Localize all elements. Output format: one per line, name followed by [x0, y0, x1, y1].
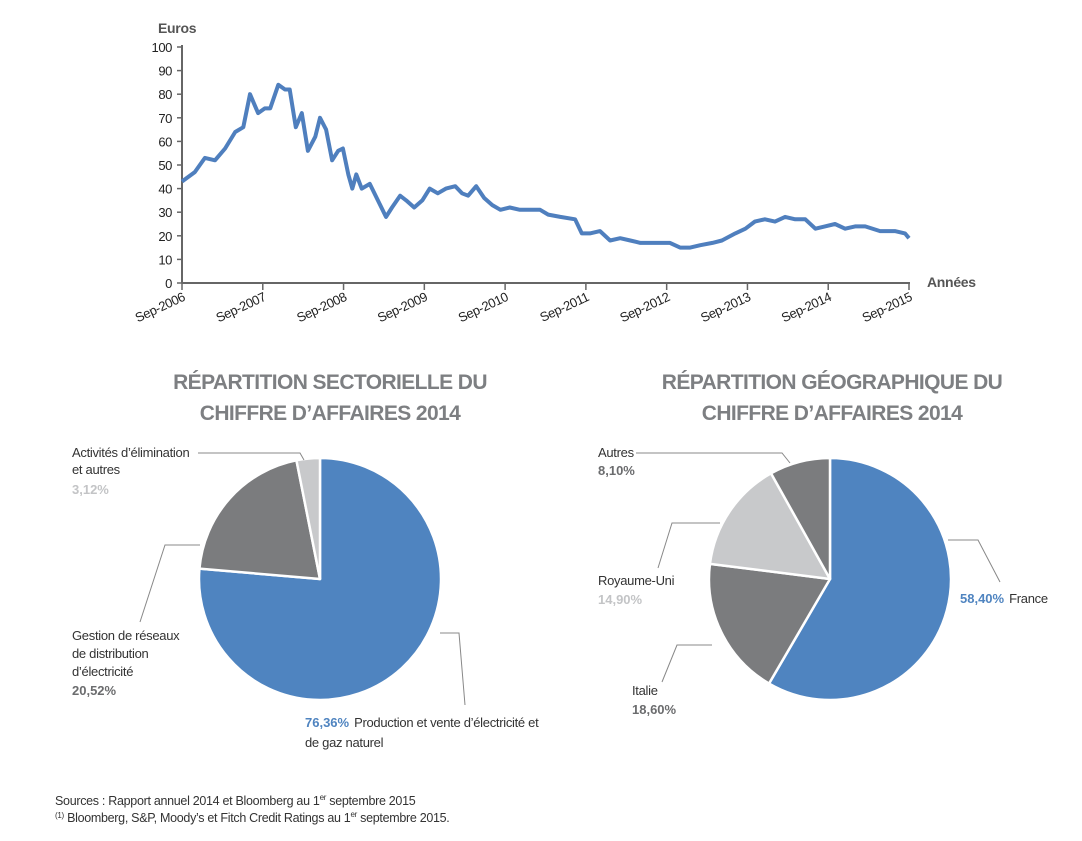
x-tick-label: Sep-2008 — [294, 289, 349, 325]
slice-label: de distribution — [72, 646, 149, 661]
x-tick-label: Sep-2013 — [698, 289, 753, 325]
pie-slice-1 — [707, 562, 832, 685]
x-tick-label: Sep-2012 — [617, 289, 672, 325]
leader-line — [661, 644, 712, 683]
x-tick-label: Sep-2015 — [860, 289, 915, 325]
x-tick-label: Sep-2007 — [214, 289, 269, 325]
y-tick-label: 100 — [152, 40, 173, 55]
y-axis-label: Euros — [158, 20, 197, 36]
sector-pie-title-line2: CHIFFRE D’AFFAIRES 2014 — [200, 402, 461, 425]
leader-line — [139, 544, 200, 623]
share-price-line-chart: Euros Années 0 10 20 30 40 50 60 70 80 90 100 Sep-… — [133, 20, 977, 325]
y-tick-label: 30 — [158, 205, 172, 220]
slice-label: Royaume-Uni — [598, 573, 675, 588]
pie-slice-3 — [769, 456, 832, 581]
y-tick-label: 40 — [158, 182, 172, 197]
y-tick-label: 80 — [158, 87, 172, 102]
leader-line — [198, 452, 305, 461]
y-tick-label: 0 — [165, 276, 172, 291]
y-tick-label: 60 — [158, 134, 172, 149]
geo-pie-title-line2: CHIFFRE D’AFFAIRES 2014 — [702, 402, 963, 425]
slice-value: 18,60% — [632, 702, 677, 717]
geographic-pie-chart: RÉPARTITION GÉOGRAPHIQUE DU CHIFFRE D’AF… — [598, 371, 1048, 717]
ratings-footnote: (1) Bloomberg, S&P, Moody’s et Fitch Cre… — [55, 810, 449, 825]
x-axis-label: Années — [927, 274, 976, 290]
x-tick-label: Sep-2006 — [133, 289, 188, 325]
x-tick-label: Sep-2009 — [375, 289, 430, 325]
slice-label: Italie — [632, 683, 658, 698]
y-tick-label: 20 — [158, 229, 172, 244]
price-series-line — [180, 82, 911, 250]
slice-label: Activités d’élimination — [72, 445, 189, 460]
slice-label-france: 58,40% France — [960, 591, 1048, 606]
slice-label: de gaz naturel — [305, 735, 384, 750]
slice-value: 3,12% — [72, 482, 109, 497]
leader-line — [440, 632, 466, 706]
slice-value: 8,10% — [598, 463, 635, 478]
slice-value: 14,90% — [598, 592, 643, 607]
slice-label-production: 76,36% Production et vente d’électricité … — [305, 715, 539, 730]
geo-pie-title-line1: RÉPARTITION GÉOGRAPHIQUE DU — [662, 371, 1002, 394]
x-tick-label: Sep-2010 — [456, 289, 511, 325]
slice-label: et autres — [72, 462, 121, 477]
y-tick-label: 90 — [158, 64, 172, 79]
sector-pie-title-line1: RÉPARTITION SECTORIELLE DU — [173, 371, 487, 394]
leader-line — [948, 539, 1001, 583]
y-tick-label: 10 — [158, 252, 172, 267]
slice-label: d’électricité — [72, 664, 133, 679]
sources-note: Sources : Rapport annuel 2014 et Bloombe… — [55, 793, 416, 808]
pie-slice-2 — [295, 456, 322, 581]
slice-label: Autres — [598, 445, 635, 460]
y-tick-label: 50 — [158, 158, 172, 173]
sector-pie-chart: RÉPARTITION SECTORIELLE DU CHIFFRE D’AFF… — [72, 371, 539, 750]
slice-label: Gestion de réseaux — [72, 628, 180, 643]
pie-slice-0 — [767, 456, 953, 702]
leader-line — [636, 452, 791, 464]
y-tick-label: 70 — [158, 111, 172, 126]
slice-value: 20,52% — [72, 683, 117, 698]
x-tick-label: Sep-2011 — [537, 289, 591, 325]
pie-slice-2 — [708, 472, 832, 581]
leader-line — [657, 522, 720, 569]
pie-slice-1 — [198, 459, 322, 581]
x-tick-label: Sep-2014 — [779, 289, 834, 325]
